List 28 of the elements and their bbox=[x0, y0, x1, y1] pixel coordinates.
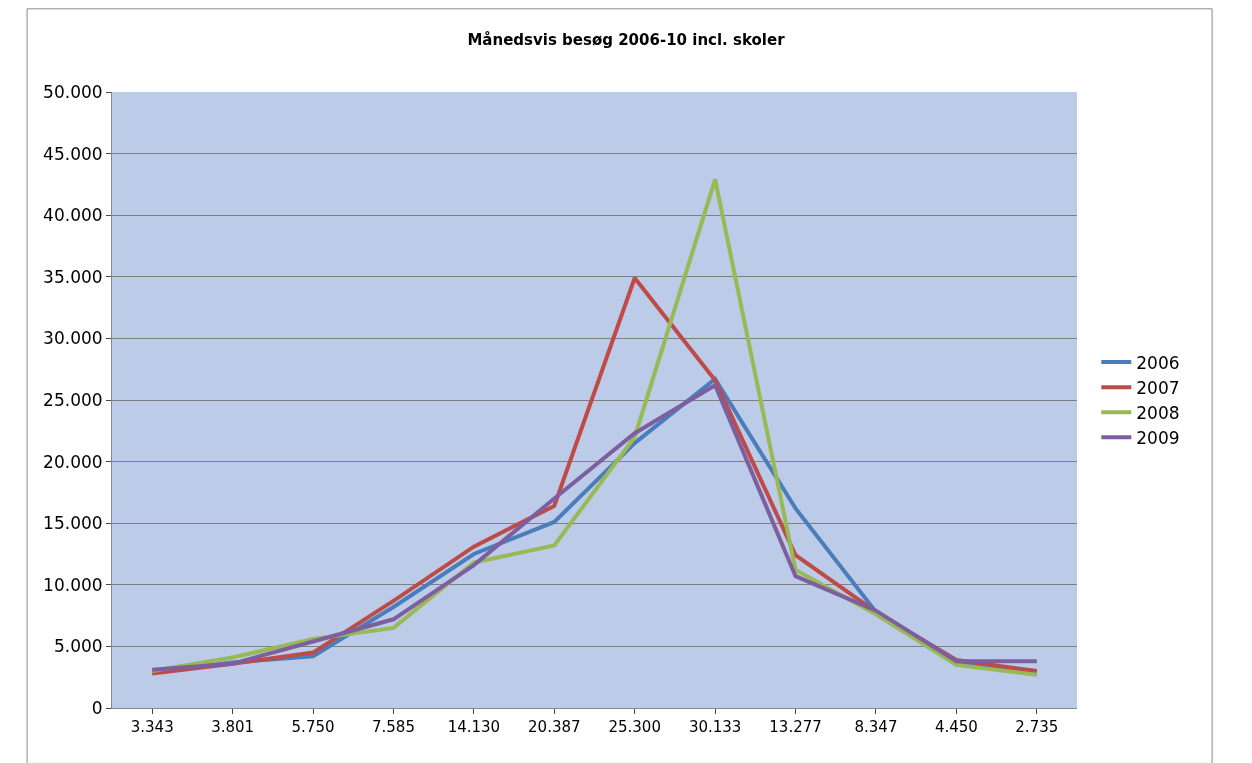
y-tick-label: 45.000 bbox=[43, 143, 103, 164]
y-tick-label: 0 bbox=[91, 697, 103, 718]
y-tick-label: 50.000 bbox=[43, 81, 103, 102]
x-tick-label: 20.387 bbox=[528, 718, 581, 736]
y-tick-label: 35.000 bbox=[43, 266, 103, 287]
y-tick-label: 25.000 bbox=[43, 389, 103, 410]
legend-label: 2008 bbox=[1136, 402, 1180, 423]
x-tick-label: 13.277 bbox=[769, 718, 822, 736]
x-tick-label: 4.450 bbox=[934, 718, 978, 736]
x-tick-label: 14.130 bbox=[447, 718, 501, 736]
legend-label: 2006 bbox=[1136, 352, 1180, 373]
x-tick-label: 8.347 bbox=[854, 718, 898, 736]
x-tick-label: 3.801 bbox=[211, 718, 255, 736]
x-tick-label: 5.750 bbox=[291, 718, 335, 736]
y-tick-label: 10.000 bbox=[43, 574, 103, 595]
y-tick-label: 15.000 bbox=[43, 513, 103, 534]
legend-label: 2009 bbox=[1136, 427, 1180, 448]
y-tick-label: 20.000 bbox=[43, 451, 103, 472]
legend-label: 2007 bbox=[1136, 377, 1180, 398]
x-tick-label: 25.300 bbox=[608, 718, 661, 736]
x-tick-label: 30.133 bbox=[688, 718, 742, 736]
x-tick-label: 3.343 bbox=[130, 718, 174, 736]
y-tick-label: 5.000 bbox=[53, 636, 103, 657]
x-tick-label: 2.735 bbox=[1015, 718, 1059, 736]
y-tick-label: 30.000 bbox=[43, 328, 103, 349]
chart-title: Månedsvis besøg 2006-10 incl. skoler bbox=[467, 30, 786, 49]
x-tick-label: 7.585 bbox=[371, 718, 415, 736]
y-tick-label: 40.000 bbox=[43, 205, 103, 226]
